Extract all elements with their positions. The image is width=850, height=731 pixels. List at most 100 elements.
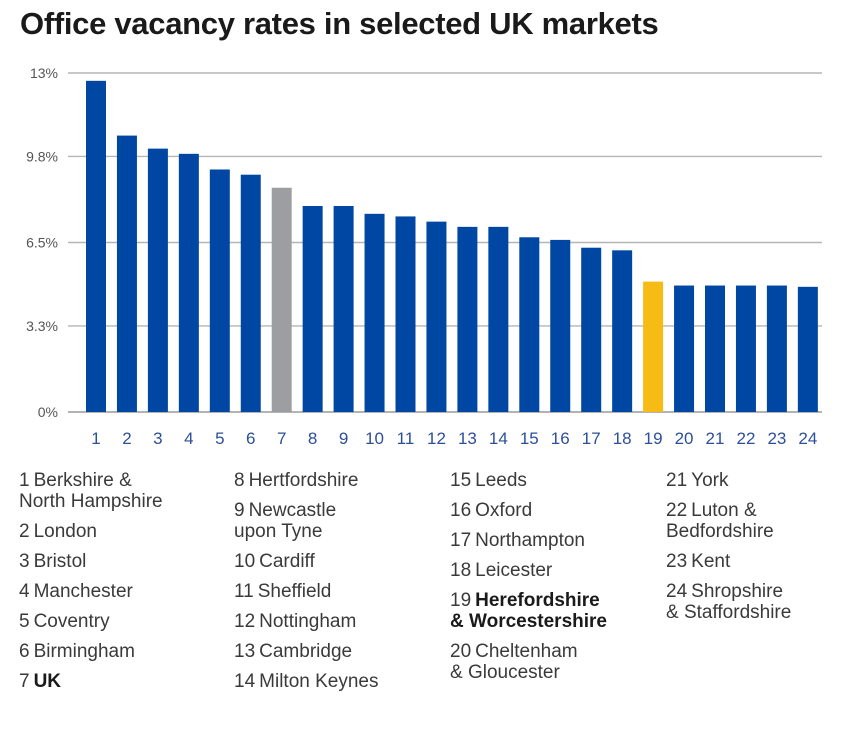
legend-item-number: 18 (450, 560, 472, 581)
x-tick-label: 17 (582, 429, 601, 448)
chart-title: Office vacancy rates in selected UK mark… (20, 6, 659, 41)
x-tick-label: 5 (215, 429, 224, 448)
bar-19 (643, 281, 664, 412)
legend-item-number: 12 (234, 611, 256, 632)
legend-item-number: 2 (19, 521, 30, 542)
legend-item: 6 Birmingham (19, 641, 163, 662)
x-tick-label: 11 (397, 429, 415, 448)
legend-item-label: Kent (691, 551, 731, 572)
legend-item-label: Luton & Bedfordshire (666, 500, 774, 542)
legend-item-label: Nottingham (259, 611, 357, 632)
legend-item: 7 UK (19, 671, 163, 692)
x-tick-label: 7 (277, 429, 286, 448)
legend-item: 11 Sheffield (234, 581, 378, 602)
legend-item: 16 Oxford (450, 500, 607, 521)
legend-item-label: Bristol (33, 551, 87, 572)
x-tick-label: 19 (644, 429, 663, 448)
x-tick-label: 16 (551, 429, 570, 448)
legend-item-label: Hertfordshire (248, 470, 359, 491)
legend-item: 23 Kent (666, 551, 791, 572)
bar-15 (519, 237, 540, 412)
x-tick-label: 3 (153, 429, 162, 448)
x-tick-label: 23 (767, 429, 786, 448)
legend-item-label: Sheffield (257, 581, 332, 602)
bar-1 (86, 80, 106, 413)
legend-item-number: 23 (666, 551, 688, 572)
bar-chart: 0%3.3%6.5%9.8%13%1 2 3 4 5 6 7 8 9 10 11 12 13 14 15 16… (26, 65, 822, 448)
bar-14 (488, 226, 509, 412)
legend-item-number: 13 (234, 641, 256, 662)
x-tick-label: 15 (520, 429, 539, 448)
y-tick-label: 3.3% (26, 318, 58, 334)
legend-item-number: 3 (19, 551, 30, 572)
x-tick-label: 10 (365, 429, 384, 448)
legend-item: 20 Cheltenham & Gloucester (450, 641, 607, 683)
bar-2 (116, 135, 137, 413)
x-tick-label: 20 (675, 429, 694, 448)
bar-18 (612, 250, 633, 412)
bar-11 (395, 216, 416, 412)
bar-23 (766, 285, 787, 412)
legend-item-label: York (691, 470, 729, 491)
x-tick-label: 2 (122, 429, 131, 448)
legend-item-number: 19 (450, 590, 472, 611)
legend-item-number: 7 (19, 671, 30, 692)
legend-item-label: Leeds (475, 470, 527, 491)
bar-17 (581, 247, 602, 412)
bar-24 (797, 286, 818, 412)
legend-item-label: UK (33, 671, 62, 692)
legend-column: 8 Hertfordshire 9 Newcastle upon Tyne 10 Cardi… (234, 470, 378, 701)
legend-item: 17 Northampton (450, 530, 607, 551)
bar-20 (674, 285, 695, 412)
legend-item-label: Coventry (33, 611, 110, 632)
legend-item-label: Leicester (475, 560, 553, 581)
legend-item-number: 22 (666, 500, 688, 521)
legend-item-label: Milton Keynes (259, 671, 379, 692)
legend-item-number: 17 (450, 530, 472, 551)
legend-item: 3 Bristol (19, 551, 163, 572)
x-tick-label: 1 (91, 429, 100, 448)
legend-item: 14 Milton Keynes (234, 671, 378, 692)
legend-item: 21 York (666, 470, 791, 491)
legend-item-label: London (33, 521, 97, 542)
legend-column: 21 York 22 Luton & Bedfordshire 23 Kent 24 Shrop… (666, 470, 791, 632)
legend-item-label: Cambridge (259, 641, 353, 662)
legend-item-number: 24 (666, 581, 688, 602)
legend-item-label: Birmingham (33, 641, 135, 662)
legend-item-label: Newcastle upon Tyne (234, 500, 337, 542)
y-tick-label: 13% (30, 65, 58, 81)
x-tick-label: 12 (427, 429, 446, 448)
x-tick-label: 14 (489, 429, 508, 448)
legend-item-number: 15 (450, 470, 472, 491)
legend-column: 1 Berkshire & North Hampshire 2 London 3 Brist… (19, 470, 163, 701)
legend-item-number: 21 (666, 470, 688, 491)
bar-6 (240, 174, 261, 412)
x-tick-label: 8 (308, 429, 317, 448)
x-tick-label: 22 (736, 429, 755, 448)
bar-7 (271, 187, 292, 412)
x-tick-label: 18 (613, 429, 632, 448)
y-tick-label: 6.5% (26, 235, 58, 251)
legend-item: 4 Manchester (19, 581, 163, 602)
legend-item: 10 Cardiff (234, 551, 378, 572)
legend-item: 8 Hertfordshire (234, 470, 378, 491)
bar-13 (457, 226, 478, 412)
legend-column: 15 Leeds 16 Oxford 17 Northampton 18 Leicester 1… (450, 470, 607, 692)
legend-item-number: 14 (234, 671, 256, 692)
legend-item-label: Shropshire & Staffordshire (666, 581, 792, 623)
legend-item-number: 20 (450, 641, 472, 662)
legend-item: 22 Luton & Bedfordshire (666, 500, 791, 542)
y-tick-label: 0% (38, 404, 58, 420)
bar-5 (209, 169, 230, 412)
x-tick-label: 13 (458, 429, 477, 448)
legend-item-number: 4 (19, 581, 30, 602)
bar-22 (735, 285, 756, 412)
y-tick-label: 9.8% (26, 148, 58, 164)
bar-4 (178, 153, 199, 413)
legend-item: 24 Shropshire & Staffordshire (666, 581, 791, 623)
x-tick-label: 4 (184, 429, 193, 448)
legend-item: 18 Leicester (450, 560, 607, 581)
legend-item-label: Cheltenham & Gloucester (450, 641, 578, 683)
legend-item: 9 Newcastle upon Tyne (234, 500, 378, 542)
bar-9 (333, 205, 354, 412)
